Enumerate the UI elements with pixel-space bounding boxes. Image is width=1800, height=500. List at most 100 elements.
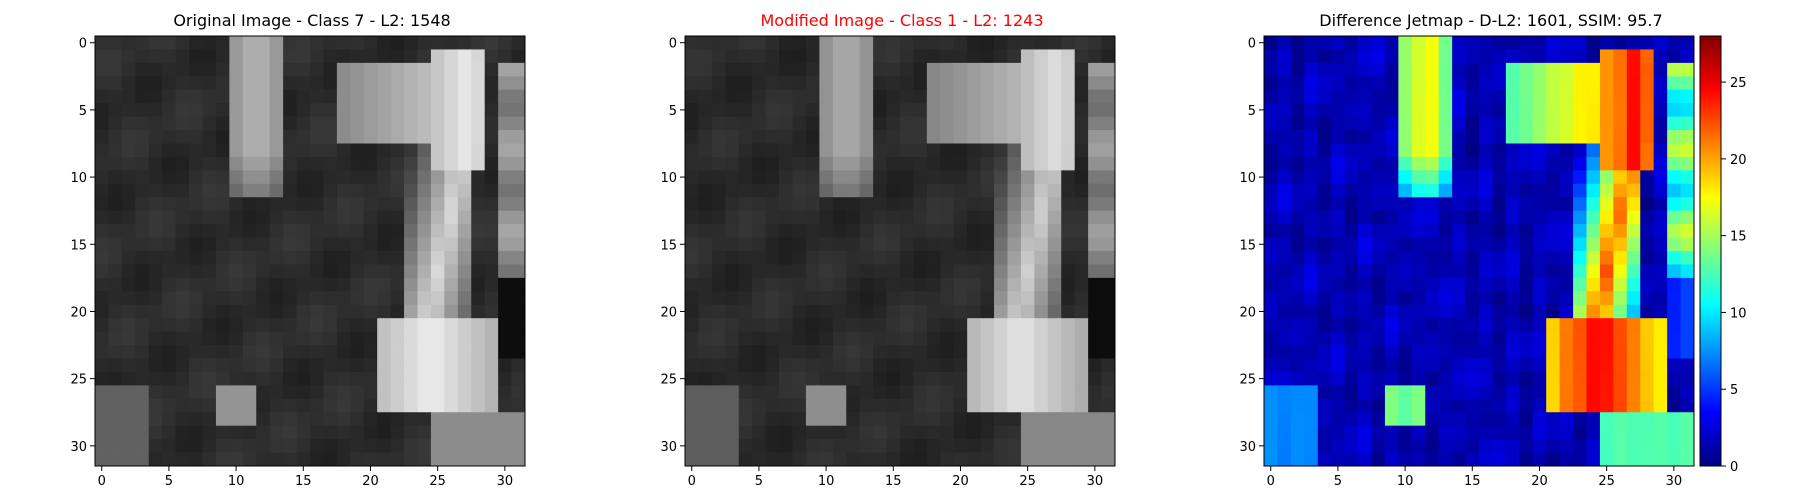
- heatmap-cell: [900, 49, 914, 64]
- heatmap-cell: [229, 358, 244, 373]
- heatmap-cell: [162, 103, 177, 118]
- heatmap-cell: [323, 318, 338, 333]
- heatmap-cell: [1452, 130, 1466, 144]
- heatmap-cell: [484, 425, 499, 440]
- heatmap-cell: [805, 197, 820, 212]
- heatmap-cell: [135, 156, 150, 171]
- heatmap-cell: [336, 210, 351, 225]
- heatmap-cell: [1640, 197, 1655, 212]
- heatmap-cell: [350, 62, 365, 77]
- heatmap-cell: [913, 36, 928, 50]
- heatmap-cell: [1653, 345, 1668, 359]
- heatmap-cell: [350, 331, 365, 346]
- heatmap-cell: [377, 224, 392, 238]
- heatmap-cell: [1101, 237, 1116, 252]
- heatmap-cell: [1344, 36, 1359, 50]
- heatmap-cell: [189, 345, 203, 359]
- heatmap-cell: [900, 116, 914, 131]
- heatmap-cell: [511, 116, 526, 131]
- heatmap-cell: [229, 156, 244, 171]
- heatmap-cell: [1358, 358, 1372, 373]
- heatmap-cell: [779, 130, 793, 144]
- heatmap-cell: [1479, 277, 1493, 292]
- heatmap-cell: [202, 130, 217, 144]
- heatmap-cell: [1358, 452, 1372, 467]
- heatmap-cell: [511, 183, 526, 198]
- heatmap-cell: [1101, 358, 1116, 373]
- heatmap-cell: [175, 264, 190, 279]
- heatmap-cell: [685, 62, 699, 77]
- heatmap-cell: [1384, 385, 1399, 400]
- heatmap-cell: [725, 318, 740, 333]
- heatmap-cell: [1519, 304, 1534, 319]
- heatmap-cell: [1492, 452, 1507, 467]
- heatmap-cell: [752, 331, 767, 346]
- heatmap-cell: [1061, 398, 1076, 413]
- heatmap-cell: [417, 331, 432, 346]
- heatmap-cell: [215, 224, 230, 238]
- heatmap-cell: [1304, 304, 1319, 319]
- heatmap-cell: [805, 398, 820, 413]
- heatmap-cell: [135, 264, 150, 279]
- heatmap-cell: [135, 277, 150, 292]
- heatmap-cell: [1411, 452, 1426, 467]
- heatmap-cell: [135, 36, 150, 50]
- heatmap-cell: [940, 116, 955, 131]
- heatmap-cell: [953, 183, 968, 198]
- heatmap-cell: [175, 304, 190, 319]
- heatmap-cell: [1034, 183, 1049, 198]
- heatmap-cell: [1653, 398, 1668, 413]
- heatmap-cell: [1479, 358, 1493, 373]
- heatmap-cell: [873, 358, 887, 373]
- heatmap-cell: [967, 425, 982, 440]
- heatmap-cell: [1505, 237, 1520, 252]
- heatmap-cell: [1465, 425, 1480, 440]
- heatmap-cell: [953, 304, 968, 319]
- heatmap-cell: [242, 385, 257, 400]
- heatmap-cell: [175, 36, 190, 50]
- heatmap-cell: [1653, 36, 1668, 50]
- heatmap-cell: [1101, 183, 1116, 198]
- heatmap-cell: [417, 170, 432, 185]
- heatmap-cell: [1101, 412, 1116, 427]
- heatmap-cell: [1371, 89, 1386, 104]
- heatmap-cell: [805, 345, 820, 359]
- heatmap-cell: [1626, 318, 1641, 333]
- heatmap-cell: [1101, 371, 1116, 386]
- heatmap-cell: [202, 251, 217, 265]
- heatmap-cell: [404, 291, 418, 306]
- heatmap-cell: [323, 439, 338, 453]
- heatmap-cell: [1317, 439, 1332, 453]
- heatmap-cell: [711, 143, 726, 158]
- heatmap-cell: [1304, 130, 1319, 144]
- heatmap-cell: [953, 49, 968, 64]
- heatmap-cell: [1007, 103, 1022, 118]
- heatmap-cell: [711, 156, 726, 171]
- heatmap-cell: [1074, 318, 1089, 333]
- heatmap-cell: [1546, 49, 1561, 64]
- heatmap-cell: [1492, 62, 1507, 77]
- heatmap-cell: [404, 264, 418, 279]
- heatmap-cell: [685, 331, 699, 346]
- heatmap-cell: [1384, 371, 1399, 386]
- heatmap-cell: [900, 425, 914, 440]
- heatmap-cell: [430, 89, 445, 104]
- heatmap-cell: [1317, 237, 1332, 252]
- heatmap-cell: [1532, 224, 1547, 238]
- heatmap-cell: [148, 170, 163, 185]
- heatmap-cell: [1398, 385, 1413, 400]
- heatmap-cell: [229, 143, 244, 158]
- heatmap-cell: [738, 251, 753, 265]
- heatmap-cell: [1626, 224, 1641, 238]
- heatmap-cell: [121, 156, 136, 171]
- heatmap-cell: [1573, 291, 1587, 306]
- heatmap-cell: [417, 398, 432, 413]
- heatmap-cell: [175, 439, 190, 453]
- heatmap-cell: [1290, 170, 1305, 185]
- heatmap-cell: [886, 318, 901, 333]
- heatmap-cell: [229, 183, 244, 198]
- heatmap-cell: [685, 277, 699, 292]
- heatmap-cell: [390, 385, 405, 400]
- heatmap-cell: [215, 251, 230, 265]
- heatmap-cell: [430, 170, 445, 185]
